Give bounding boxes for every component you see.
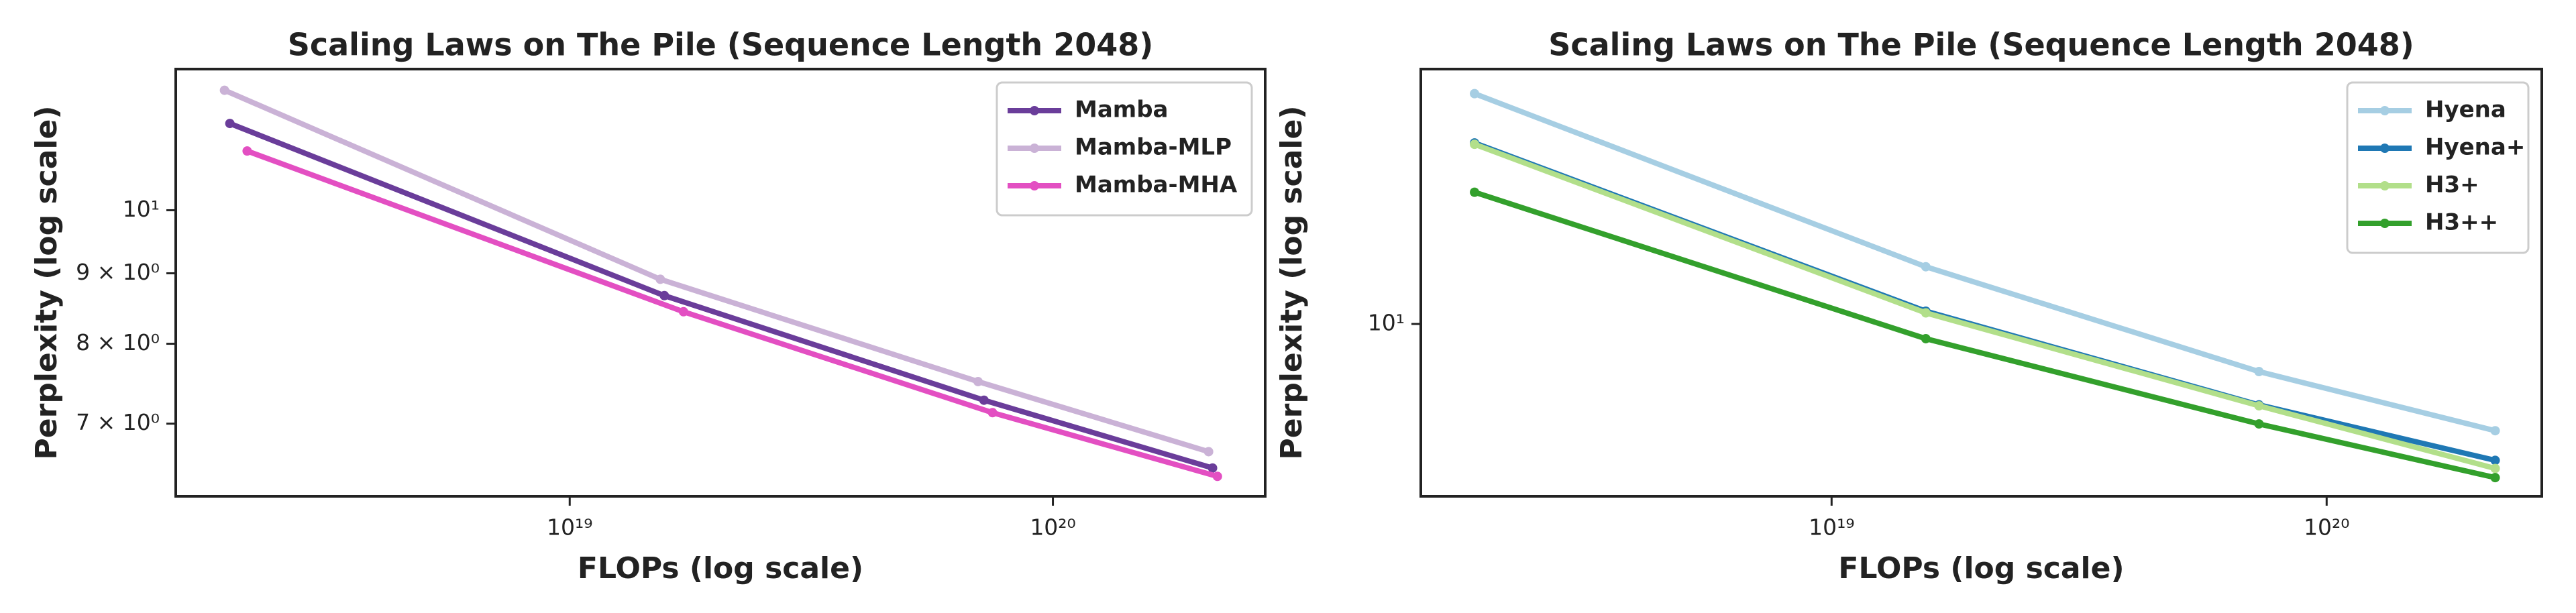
legend-marker (2380, 144, 2390, 153)
legend-label: H3++ (2425, 209, 2498, 236)
data-point (219, 85, 229, 95)
y-tick-label: 7 × 10⁰ (76, 409, 160, 435)
legend-marker (2380, 181, 2390, 190)
legend-box (2346, 81, 2530, 254)
series-line (1473, 140, 2496, 463)
series-line (1473, 189, 2496, 481)
legend-box (996, 81, 1253, 217)
legend-marker (2380, 219, 2390, 228)
legend-label: Hyena (2425, 97, 2506, 123)
data-point (1470, 140, 1480, 150)
data-point (2254, 367, 2264, 377)
series-line (1473, 91, 2496, 434)
data-point (1470, 187, 1480, 197)
series-line (246, 148, 1218, 480)
data-point (678, 306, 688, 317)
y-tick-label: 10¹ (1368, 310, 1405, 336)
legend-marker (2380, 106, 2390, 115)
data-point (987, 408, 998, 418)
x-tick-label: 10¹⁹ (547, 514, 592, 541)
chart-title: Scaling Laws on The Pile (Sequence Lengt… (1548, 27, 2414, 63)
x-axis-label: FLOPs (log scale) (578, 551, 863, 586)
data-point (1212, 471, 1222, 482)
legend-label: H3+ (2425, 172, 2479, 199)
data-point (225, 119, 235, 129)
y-tick-label: 10¹ (123, 196, 160, 222)
data-point (2490, 463, 2500, 473)
data-point (242, 146, 252, 156)
y-axis-label: Perplexity (log scale) (1275, 106, 1309, 460)
data-point (1921, 308, 1931, 318)
y-tick-label: 9 × 10⁰ (76, 259, 160, 285)
legend-marker (1030, 181, 1039, 190)
y-axis-label: Perplexity (log scale) (30, 106, 64, 460)
plot-frame (174, 68, 1267, 498)
legend-label: Hyena+ (2425, 134, 2525, 161)
data-point (979, 395, 989, 405)
x-axis-label: FLOPs (log scale) (1838, 551, 2124, 586)
y-tick-label: 8 × 10⁰ (76, 329, 160, 355)
data-point (2490, 473, 2500, 483)
chart-title: Scaling Laws on The Pile (Sequence Lengt… (288, 27, 1154, 63)
data-point (1208, 463, 1218, 473)
data-point (2254, 401, 2264, 411)
x-tick-label: 10²⁰ (1030, 514, 1075, 541)
legend-label: Mamba (1075, 97, 1169, 123)
data-point (1203, 447, 1214, 457)
series-line (223, 87, 1210, 455)
legend-label: Mamba-MLP (1075, 134, 1232, 161)
data-point (655, 274, 665, 284)
data-point (659, 290, 669, 300)
data-point (1470, 89, 1480, 99)
data-point (2254, 419, 2264, 429)
legend-label: Mamba-MHA (1075, 172, 1238, 199)
legend-marker (1030, 144, 1039, 153)
data-point (1921, 262, 1931, 272)
x-tick-label: 10²⁰ (2304, 514, 2349, 541)
data-point (2490, 426, 2500, 436)
data-point (973, 376, 983, 386)
data-point (1921, 333, 1931, 343)
x-tick-label: 10¹⁹ (1809, 514, 1854, 541)
plot-frame (1419, 68, 2543, 498)
data-point (2490, 455, 2500, 465)
series-line (1473, 142, 2496, 471)
series-line (229, 121, 1214, 471)
legend-marker (1030, 106, 1039, 115)
